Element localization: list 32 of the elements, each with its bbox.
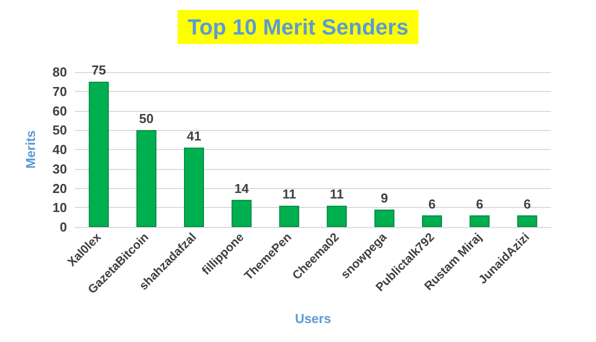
data-label: 14 [234, 180, 250, 196]
data-label: 41 [186, 128, 202, 144]
bar [88, 82, 109, 227]
y-tick-label: 30 [52, 161, 67, 176]
data-label: 6 [476, 196, 484, 212]
y-tick-label: 80 [52, 64, 67, 80]
bar [374, 210, 394, 227]
data-label: 11 [282, 186, 296, 202]
bar [279, 206, 300, 227]
bar [422, 215, 442, 227]
data-label: 50 [139, 111, 154, 126]
y-tick-label: 0 [60, 220, 67, 234]
bar [184, 148, 204, 227]
chart-title: Top 10 Merit Senders [188, 14, 408, 40]
data-label: 75 [92, 62, 106, 78]
y-tick-label: 20 [52, 180, 67, 196]
data-label: 6 [428, 196, 436, 212]
y-tick-label: 50 [52, 122, 67, 138]
y-tick-label: 70 [52, 84, 67, 99]
bar [517, 215, 538, 227]
x-axis-title: Users [294, 311, 332, 326]
data-label: 11 [330, 186, 344, 202]
bar [470, 215, 490, 227]
bar [326, 206, 347, 227]
bar [232, 200, 252, 227]
y-tick-label: 60 [52, 103, 67, 118]
bar [136, 130, 156, 227]
y-axis-title: Merits [23, 130, 38, 169]
data-label: 6 [524, 196, 531, 212]
y-tick-label: 40 [52, 142, 67, 157]
y-tick-label: 10 [52, 200, 67, 216]
data-label: 9 [380, 190, 388, 206]
